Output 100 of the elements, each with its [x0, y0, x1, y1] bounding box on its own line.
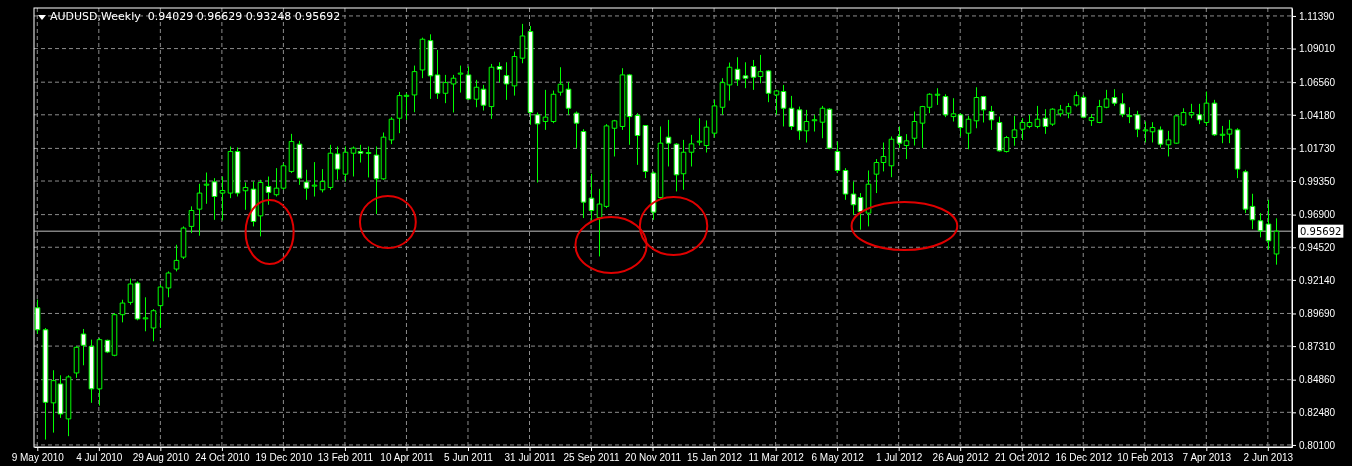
x-tick-label: 13 Feb 2011: [317, 452, 374, 464]
candlestick: [788, 95, 795, 131]
ref-line-label: 0.95692: [1300, 225, 1342, 237]
y-tick-label: 1.01730: [1299, 143, 1336, 155]
candlestick: [611, 119, 618, 157]
candlestick: [1157, 125, 1164, 148]
candlestick: [157, 284, 164, 329]
candlestick: [1042, 108, 1049, 135]
candlestick: [565, 81, 572, 116]
x-tick-label: 4 Jul 2010: [76, 452, 123, 464]
candlestick: [711, 99, 718, 139]
candlestick: [211, 177, 218, 221]
candlestick: [880, 142, 887, 172]
candlestick: [1257, 212, 1264, 238]
candlestick: [311, 161, 318, 198]
candlestick: [550, 90, 557, 124]
candlestick: [480, 84, 487, 112]
candlestick: [850, 180, 857, 216]
candlestick: [419, 37, 426, 79]
candlestick: [88, 339, 95, 404]
candlestick: [134, 280, 141, 321]
candlestick: [357, 144, 364, 164]
candlestick: [319, 168, 326, 193]
x-tick-label: 25 Sep 2011: [563, 452, 620, 464]
candlestick: [757, 54, 764, 84]
candlestick: [1003, 135, 1010, 154]
candlestick: [1226, 119, 1233, 144]
candlestick: [996, 116, 1003, 153]
candlestick: [296, 140, 303, 186]
candlestick: [734, 56, 741, 87]
candlestick: [196, 183, 203, 237]
candlestick: [557, 66, 564, 97]
candlestick: [1011, 115, 1018, 147]
candlestick: [1242, 169, 1249, 214]
candlestick: [427, 33, 434, 100]
candlestick: [1096, 99, 1103, 124]
candlestick: [588, 173, 595, 221]
x-tick-label: 24 Oct 2010: [195, 452, 251, 464]
candlestick: [150, 308, 157, 342]
candlestick: [519, 23, 526, 64]
candlestick: [988, 105, 995, 131]
candlestick: [411, 65, 418, 113]
candlestick: [50, 369, 57, 434]
candlestick: [119, 299, 126, 323]
candlestick: [111, 312, 118, 357]
y-tick-label: 0.84860: [1299, 374, 1336, 386]
x-tick-label: 5 Jun 2011: [444, 452, 494, 464]
candlestick: [1126, 106, 1133, 124]
candlestick: [642, 125, 649, 179]
candlestick: [273, 167, 280, 198]
candlestick: [65, 374, 72, 437]
candlestick: [234, 146, 241, 198]
candlestick: [1249, 193, 1256, 230]
chart-title: AUDUSD,Weekly 0.94029 0.96629 0.93248 0.95692: [50, 10, 341, 23]
candlestick: [1019, 117, 1026, 141]
y-tick-label: 0.82480: [1299, 407, 1336, 419]
candlestick: [1103, 89, 1110, 109]
candlestick: [919, 105, 926, 149]
candlestick: [242, 181, 249, 211]
candlestick: [503, 61, 510, 101]
x-tick-label: 2 Jun 2013: [1243, 452, 1294, 464]
candlestick: [1173, 114, 1180, 145]
y-tick-label: 0.87310: [1299, 340, 1336, 352]
y-tick-label: 0.80100: [1299, 439, 1336, 451]
candlestick: [726, 62, 733, 102]
candlestick: [219, 176, 226, 221]
candlestick: [465, 66, 472, 101]
candlestick: [280, 162, 287, 191]
x-tick-label: 10 Apr 2011: [380, 452, 434, 464]
x-tick-label: 26 Aug 2012: [932, 452, 990, 464]
candlestick: [819, 105, 826, 139]
candlestick: [165, 270, 172, 298]
candlestick: [926, 92, 933, 114]
candlestick: [527, 25, 534, 126]
candlestick: [1134, 110, 1141, 138]
candlestick: [534, 111, 541, 184]
candlestick: [457, 65, 464, 94]
candlestick: [696, 117, 703, 147]
candlestick: [973, 86, 980, 129]
y-tick-label: 0.89690: [1299, 308, 1336, 320]
candlestick: [765, 69, 772, 103]
candlestick: [488, 63, 495, 120]
candlestick: [188, 205, 195, 234]
candlestick: [796, 106, 803, 141]
candlestick: [657, 125, 664, 201]
candlestick: [950, 97, 957, 123]
candlestick: [1073, 91, 1080, 108]
y-tick-label: 1.11390: [1299, 10, 1335, 22]
candlestick: [442, 74, 449, 104]
candlestick: [934, 87, 941, 106]
candlestick: [57, 374, 64, 419]
y-tick-label: 1.09010: [1299, 43, 1336, 55]
candlestick: [911, 111, 918, 147]
candlestick: [496, 61, 503, 84]
candlestick: [265, 176, 272, 206]
candlestick: [665, 119, 672, 167]
candlestick: [350, 145, 357, 177]
candlestick: [1049, 107, 1056, 127]
x-tick-label: 29 Aug 2010: [132, 452, 190, 464]
candlestick: [603, 123, 610, 209]
